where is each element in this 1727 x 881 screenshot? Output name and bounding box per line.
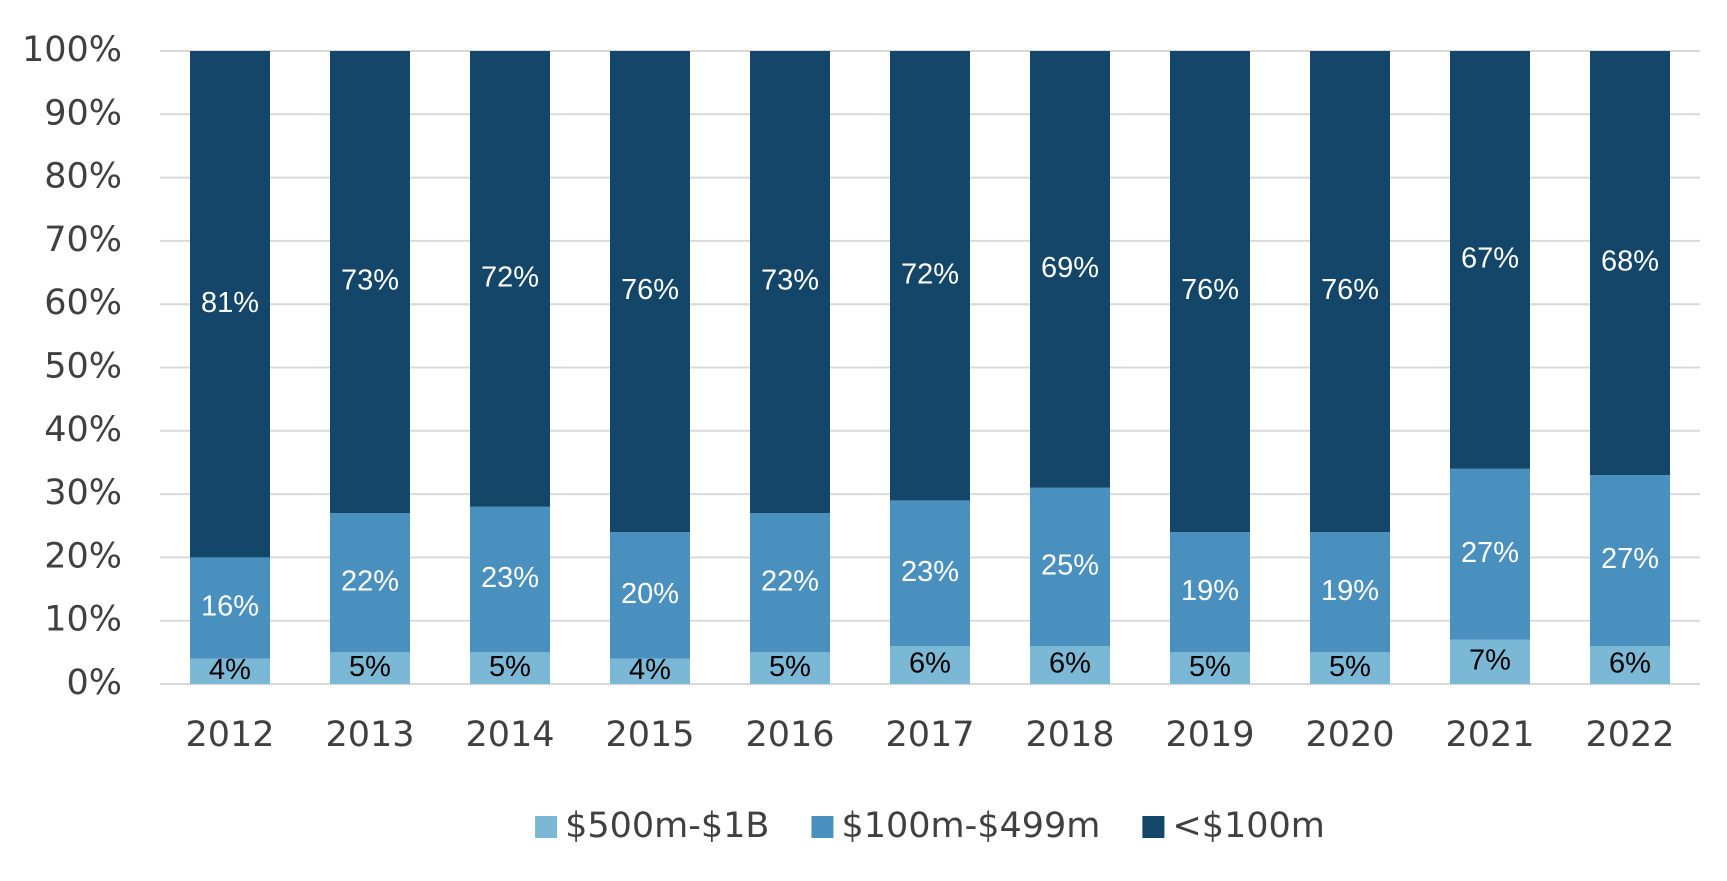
data-label: 4% (629, 654, 671, 686)
bar-segment (1590, 51, 1670, 476)
y-tick-label: 30% (44, 473, 122, 513)
bar-segment (610, 658, 690, 684)
bar-segment (1030, 646, 1110, 684)
legend-swatch (1142, 816, 1165, 838)
bar-segment (890, 51, 970, 501)
bar-segment (1170, 652, 1250, 684)
bar-segment (1450, 639, 1530, 684)
data-label: 20% (621, 578, 679, 610)
bar-segment (890, 646, 970, 684)
x-tick-label: 2015 (605, 715, 694, 755)
labels: 0% 10% 20% 30% 40% 50% 60% 70% 80% 90% 100% 2012 4% 1… (22, 30, 1675, 755)
data-label: 5% (349, 651, 391, 683)
data-label: 81% (201, 287, 259, 319)
data-label: 67% (1461, 243, 1519, 275)
bar-segment (610, 51, 690, 533)
data-label: 5% (1329, 651, 1371, 683)
bar-segment (750, 51, 830, 514)
data-label: 27% (1601, 543, 1659, 575)
legend-label: $100m-$499m (841, 806, 1100, 846)
data-label: 6% (909, 648, 951, 680)
data-label: 16% (201, 591, 259, 623)
legend-swatch (811, 816, 834, 838)
y-tick-label: 0% (66, 663, 122, 703)
bar-segment (1590, 646, 1670, 684)
legend: $500m-$1B $100m-$499m <$100m (535, 806, 1325, 846)
bars (190, 51, 1670, 684)
data-label: 25% (1041, 550, 1099, 582)
legend-label: <$100m (1172, 806, 1325, 846)
bar-segment (190, 51, 270, 558)
bar-segment (330, 51, 410, 514)
y-tick-label: 10% (44, 600, 122, 640)
x-tick-label: 2014 (465, 715, 554, 755)
bar-segment (1030, 487, 1110, 647)
bar-segment (1310, 652, 1390, 684)
bar-segment (190, 557, 270, 659)
x-tick-label: 2016 (745, 715, 834, 755)
y-tick-label: 90% (44, 93, 122, 133)
bar-segment (1450, 468, 1530, 640)
bar-segment (470, 506, 550, 653)
bar-segment (1450, 51, 1530, 469)
x-tick-label: 2017 (885, 715, 974, 755)
y-tick-label: 100% (22, 30, 122, 70)
data-label: 76% (1321, 274, 1379, 306)
x-tick-label: 2020 (1305, 715, 1394, 755)
data-label: 19% (1181, 575, 1239, 607)
data-label: 23% (901, 556, 959, 588)
bar-segment (470, 652, 550, 684)
x-tick-label: 2021 (1445, 715, 1534, 755)
bar-segment (750, 513, 830, 653)
bar-segment (610, 532, 690, 659)
data-label: 5% (489, 651, 531, 683)
data-label: 76% (621, 274, 679, 306)
x-tick-label: 2013 (325, 715, 414, 755)
legend-label: $500m-$1B (565, 806, 769, 846)
bar-segment (1030, 51, 1110, 488)
y-tick-label: 20% (44, 536, 122, 576)
x-tick-label: 2019 (1165, 715, 1254, 755)
y-tick-label: 80% (44, 157, 122, 197)
data-label: 72% (901, 258, 959, 290)
x-tick-label: 2022 (1585, 715, 1674, 755)
data-label: 5% (769, 651, 811, 683)
x-tick-label: 2012 (185, 715, 274, 755)
data-label: 27% (1461, 537, 1519, 569)
bar-segment (1590, 475, 1670, 647)
data-label: 69% (1041, 252, 1099, 284)
data-label: 23% (481, 562, 539, 594)
bar-segment (1170, 532, 1250, 653)
bar-segment (890, 500, 970, 647)
data-label: 4% (209, 654, 251, 686)
y-tick-label: 40% (44, 410, 122, 450)
y-tick-label: 60% (44, 283, 122, 323)
bar-segment (330, 652, 410, 684)
data-label: 22% (341, 565, 399, 597)
data-label: 72% (481, 262, 539, 294)
data-label: 6% (1049, 648, 1091, 680)
data-label: 68% (1601, 246, 1659, 278)
data-label: 73% (341, 265, 399, 297)
data-label: 22% (761, 565, 819, 597)
bar-segment (470, 51, 550, 507)
y-tick-label: 70% (44, 220, 122, 260)
data-label: 73% (761, 265, 819, 297)
y-tick-label: 50% (44, 347, 122, 387)
bar-segment (1310, 532, 1390, 653)
bar-segment (1310, 51, 1390, 533)
data-label: 5% (1189, 651, 1231, 683)
data-label: 6% (1609, 648, 1651, 680)
x-tick-label: 2018 (1025, 715, 1114, 755)
bar-segment (750, 652, 830, 684)
bar-segment (1170, 51, 1250, 533)
bar-segment (190, 658, 270, 684)
legend-swatch (535, 816, 558, 838)
data-label: 76% (1181, 274, 1239, 306)
bar-segment (330, 513, 410, 653)
data-label: 7% (1469, 645, 1511, 677)
data-label: 19% (1321, 575, 1379, 607)
